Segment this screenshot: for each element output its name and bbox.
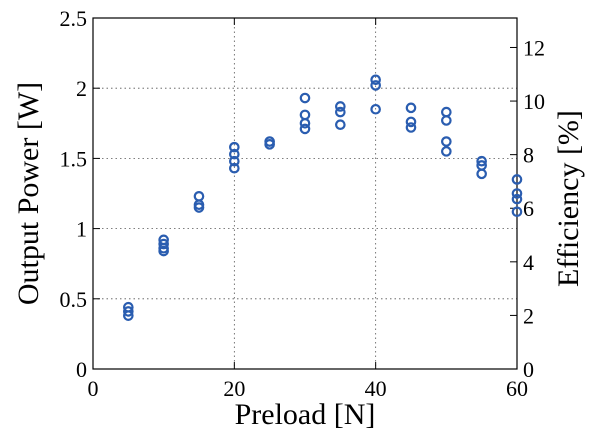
data-point	[335, 101, 346, 112]
y2-tick-label: 0	[523, 357, 534, 382]
data-point	[335, 106, 346, 118]
data-point	[441, 136, 452, 147]
data-point	[264, 139, 275, 150]
data-point	[123, 310, 134, 321]
data-point	[441, 146, 452, 157]
data-point	[193, 191, 205, 202]
y2-tick-label: 2	[523, 303, 534, 328]
plot-frame	[92, 17, 518, 370]
data-point	[405, 116, 417, 128]
data-point	[299, 123, 311, 135]
data-point	[229, 162, 240, 174]
y-tick-label: 0.5	[60, 287, 88, 312]
data-point	[123, 306, 134, 317]
data-point	[370, 74, 381, 86]
x-tick-label: 40	[365, 376, 387, 401]
data-point	[370, 80, 381, 91]
y-axis-label: Output Power [W]	[12, 82, 45, 305]
x-tick-label: 60	[506, 376, 528, 401]
data-point	[229, 141, 240, 153]
x-tick-label: 0	[88, 376, 99, 401]
y2-tick-label: 6	[523, 196, 534, 221]
data-points	[123, 74, 523, 321]
y2-tick-label: 4	[523, 250, 534, 275]
data-point	[299, 109, 311, 121]
y-tick-label: 0	[76, 357, 87, 382]
data-point	[511, 193, 523, 205]
data-point	[299, 92, 311, 104]
y-tick-label: 2.5	[60, 6, 88, 31]
y-tick-label: 1	[76, 217, 87, 242]
data-point	[158, 245, 169, 257]
data-point	[158, 238, 169, 250]
data-point	[229, 148, 240, 160]
x-tick-label: 20	[223, 376, 245, 401]
data-point	[335, 119, 346, 131]
data-point	[511, 174, 523, 185]
data-point	[299, 118, 311, 129]
y2-tick-label: 8	[523, 143, 534, 168]
y-tick-label: 2	[76, 76, 87, 101]
data-point	[370, 103, 381, 115]
y2-axis-label: Efficiency [%]	[552, 110, 585, 287]
data-point	[405, 122, 417, 133]
x-axis-label: Preload [N]	[235, 398, 376, 431]
data-point	[405, 102, 417, 114]
data-point	[476, 155, 487, 167]
data-point	[229, 155, 240, 167]
y2-tick-label: 12	[523, 35, 545, 60]
y2-tick-label: 10	[523, 89, 545, 114]
data-point	[441, 106, 452, 118]
data-point	[193, 202, 205, 213]
y-tick-label: 1.5	[60, 146, 88, 171]
data-point	[476, 168, 487, 180]
data-point	[441, 115, 452, 126]
data-point	[511, 188, 523, 199]
grid	[93, 18, 517, 369]
data-point	[511, 206, 523, 218]
